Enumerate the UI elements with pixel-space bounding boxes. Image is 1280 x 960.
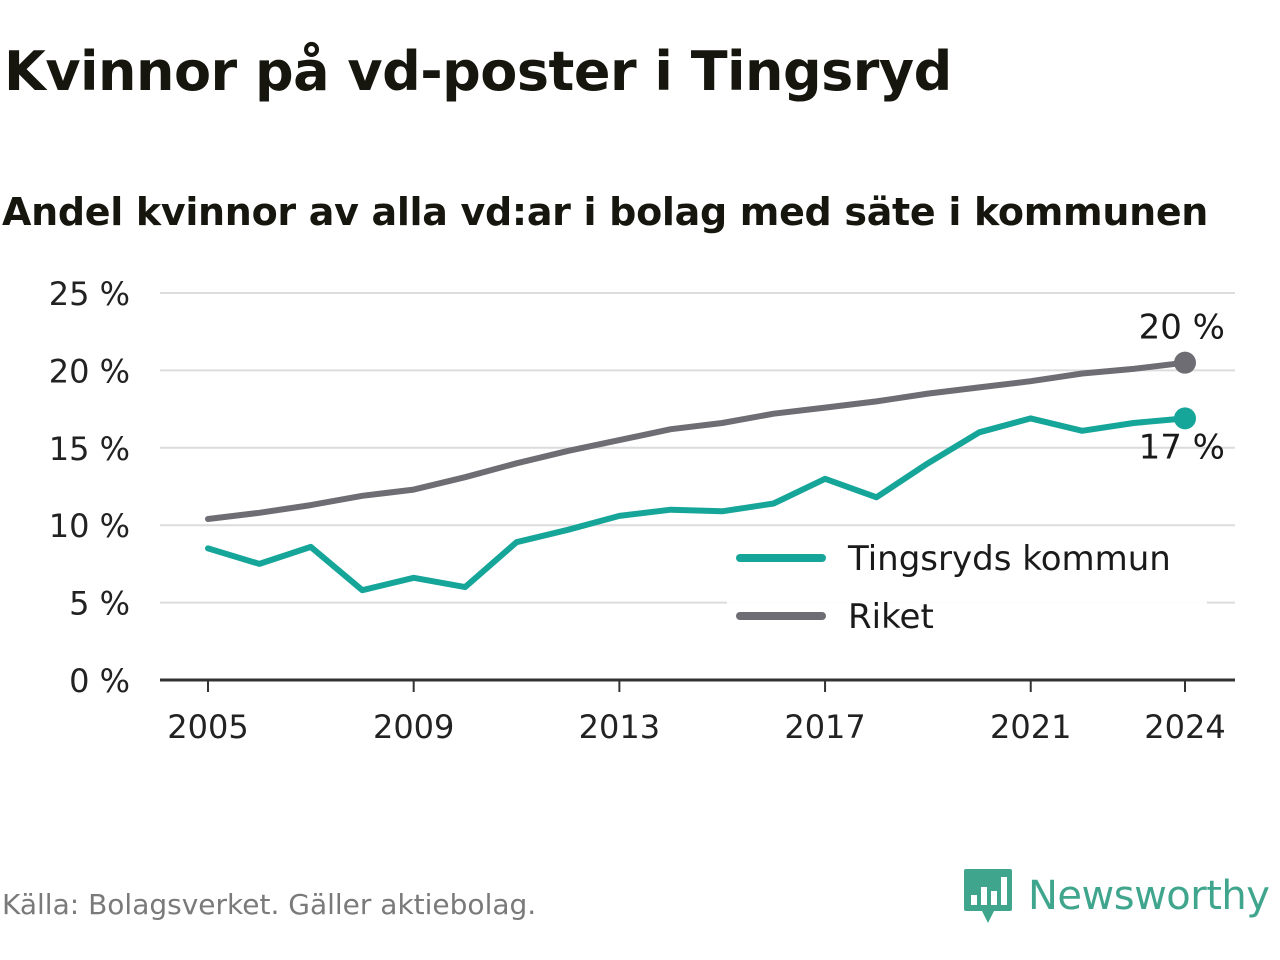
series-line — [205, 415, 1188, 594]
y-axis-ticks: 0 % 5 % 10 % 15 % 20 % 25 % — [49, 275, 130, 700]
y-tick-label: 5 % — [69, 585, 130, 623]
legend-background — [727, 528, 1207, 640]
series-end-point — [1174, 407, 1196, 430]
end-labels: 17 % 20 % — [1139, 308, 1225, 468]
chart-title: Kvinnor på vd-poster i Tingsryd — [4, 40, 952, 103]
series-end-point — [1174, 351, 1196, 374]
grid-lines — [160, 292, 1235, 604]
series-end-label: 17 % — [1139, 427, 1225, 467]
series-end-label: 20 % — [1139, 308, 1225, 348]
chart-subtitle: Andel kvinnor av alla vd:ar i bolag med … — [2, 190, 1209, 234]
x-tick-label: 2017 — [784, 708, 865, 746]
legend-label: Tingsryds kommun — [847, 539, 1171, 579]
y-tick-label: 0 % — [69, 662, 130, 700]
x-tick-label: 2005 — [167, 708, 248, 746]
x-tick-label: 2013 — [579, 708, 660, 746]
y-tick-label: 10 % — [49, 507, 130, 545]
legend: Tingsryds kommun Riket — [727, 528, 1207, 640]
legend-label: Riket — [848, 597, 934, 637]
bar-chart-icon — [964, 869, 1012, 923]
brand-logo: Newsworthy — [962, 866, 1270, 926]
source-note: Källa: Bolagsverket. Gäller aktiebolag. — [2, 888, 537, 921]
x-tick-label: 2021 — [990, 708, 1071, 746]
x-tick-label: 2024 — [1144, 708, 1225, 746]
series-group — [205, 351, 1196, 594]
y-tick-label: 20 % — [49, 352, 130, 390]
y-tick-label: 15 % — [49, 430, 130, 468]
series-line — [205, 359, 1188, 522]
x-tick-label: 2009 — [373, 708, 454, 746]
x-axis: 2005 2009 2013 2017 2021 2024 — [160, 678, 1235, 746]
brand-name: Newsworthy — [1028, 873, 1270, 919]
y-tick-label: 25 % — [49, 275, 130, 313]
